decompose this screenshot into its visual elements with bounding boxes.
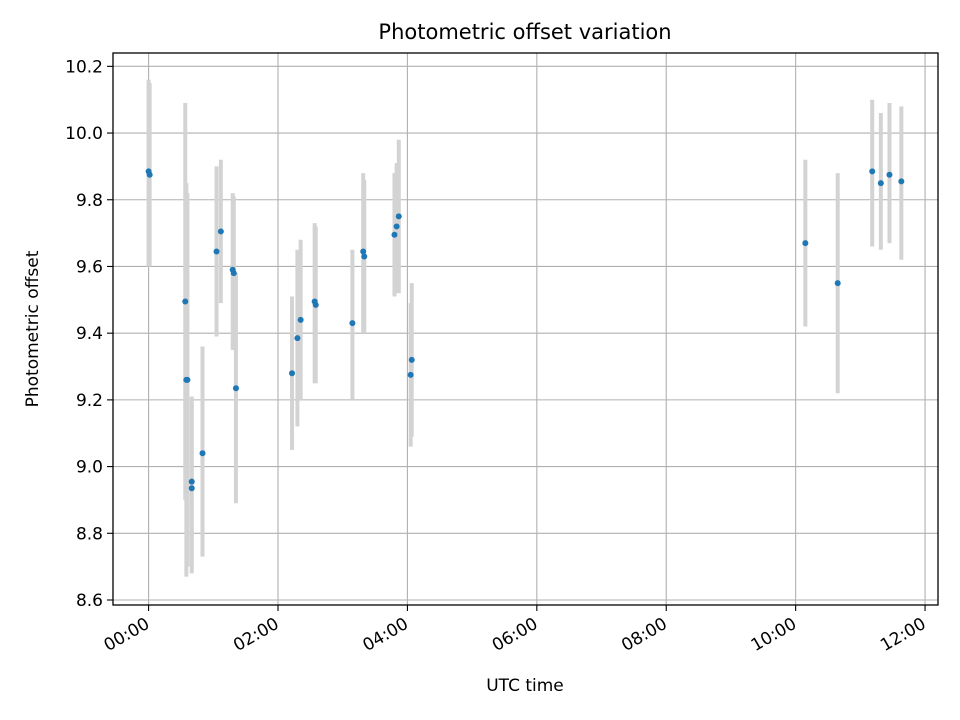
chart-title: Photometric offset variation (378, 20, 671, 44)
x-axis-ticks: 00:00 02:00 04:00 06:00 08:00 10:00 12:00 (101, 605, 930, 656)
data-point (297, 316, 304, 323)
data-point (360, 248, 367, 255)
data-point (289, 370, 296, 377)
data-point (361, 253, 368, 260)
grid (113, 53, 938, 605)
data-point (199, 450, 206, 457)
x-tick-label: 08:00 (618, 614, 670, 656)
data-point (213, 248, 220, 255)
data-point (146, 171, 153, 178)
x-tick-label: 12:00 (877, 614, 929, 656)
data-point (802, 240, 809, 247)
data-point (182, 298, 189, 305)
data-point (188, 485, 195, 492)
y-tick-label: 8.6 (76, 591, 103, 611)
data-point (898, 178, 905, 185)
x-tick-label: 04:00 (359, 614, 411, 656)
data-point (294, 335, 301, 342)
y-axis-ticks: 8.6 8.8 9.0 9.2 9.4 9.6 9.8 10.0 10.2 (65, 57, 113, 611)
x-tick-label: 06:00 (489, 614, 541, 656)
y-axis-label: Photometric offset (23, 250, 43, 407)
x-tick-label: 10:00 (748, 614, 800, 656)
data-point (834, 280, 841, 287)
data-point (312, 301, 319, 308)
data-points (145, 168, 905, 492)
data-point (230, 270, 237, 277)
errorbars (146, 79, 904, 577)
x-tick-label: 00:00 (101, 614, 153, 656)
plot-frame (112, 52, 939, 606)
y-tick-label: 10.2 (65, 57, 103, 77)
data-point (395, 213, 402, 220)
y-tick-label: 9.8 (76, 191, 103, 211)
y-tick-label: 9.4 (76, 324, 103, 344)
x-axis-label: UTC time (486, 676, 564, 696)
data-point (408, 356, 415, 363)
data-point (407, 371, 414, 378)
data-point (877, 180, 884, 187)
y-tick-label: 9.0 (76, 458, 103, 478)
data-point (869, 168, 876, 175)
data-point (184, 376, 191, 383)
y-tick-label: 10.0 (65, 124, 103, 144)
data-point (217, 228, 224, 235)
data-point (188, 478, 195, 485)
data-point (391, 231, 398, 238)
data-point (232, 385, 239, 392)
x-tick-label: 02:00 (230, 614, 282, 656)
data-point (393, 223, 400, 230)
data-point (886, 171, 893, 178)
y-tick-label: 9.6 (76, 257, 103, 277)
y-tick-label: 8.8 (76, 524, 103, 544)
data-point (349, 320, 356, 327)
y-tick-label: 9.2 (76, 391, 103, 411)
